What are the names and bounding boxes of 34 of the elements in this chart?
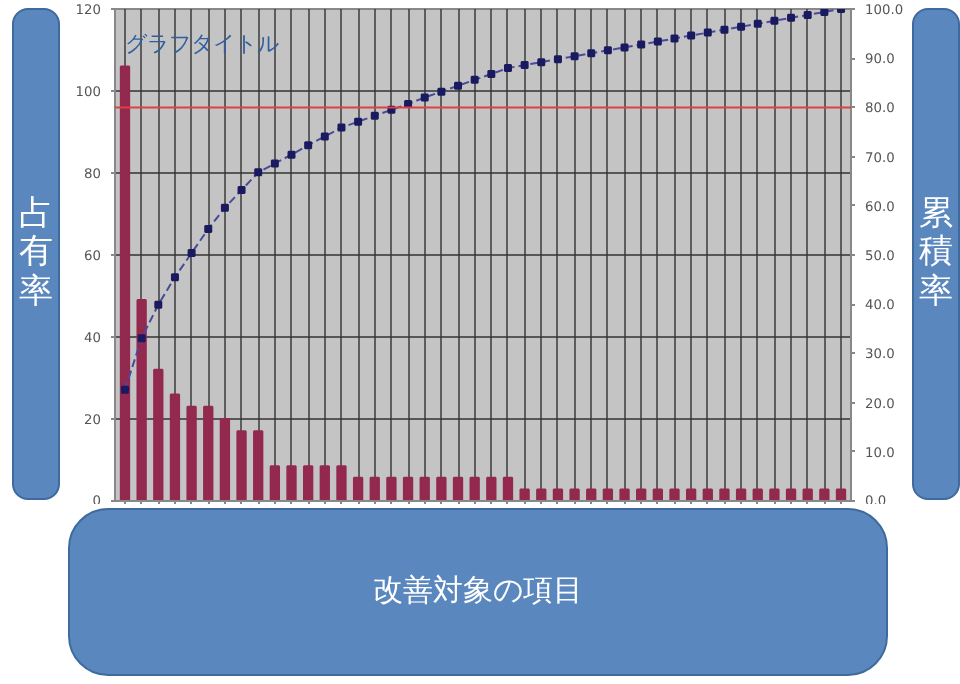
bar <box>669 488 680 501</box>
bar <box>236 430 247 501</box>
bar <box>519 488 530 501</box>
bar <box>153 368 164 501</box>
bar <box>136 299 147 501</box>
bar <box>769 488 780 501</box>
bar <box>469 476 480 501</box>
bar <box>719 488 730 501</box>
bar <box>336 465 347 501</box>
bar <box>186 405 197 501</box>
bar <box>486 476 497 501</box>
bar <box>369 476 380 501</box>
bar <box>402 476 414 501</box>
bar <box>819 488 830 501</box>
bar <box>303 465 314 501</box>
bar <box>419 476 430 501</box>
bar <box>452 476 464 501</box>
y2-axis-title: 累積率 <box>919 193 953 313</box>
bar <box>619 488 630 501</box>
bar <box>386 476 397 501</box>
bar <box>269 465 281 501</box>
bar <box>203 405 214 501</box>
bar <box>219 418 231 501</box>
bar <box>169 393 181 501</box>
x-axis-title: 改善対象の項目 <box>373 572 583 610</box>
bar <box>502 476 514 501</box>
bar <box>436 476 447 501</box>
y-axis-title: 占有率 <box>19 193 53 313</box>
bar <box>119 65 131 501</box>
bar <box>319 465 330 501</box>
bar <box>352 476 364 501</box>
bar <box>569 488 580 501</box>
bar <box>253 430 264 501</box>
bar <box>286 465 297 501</box>
